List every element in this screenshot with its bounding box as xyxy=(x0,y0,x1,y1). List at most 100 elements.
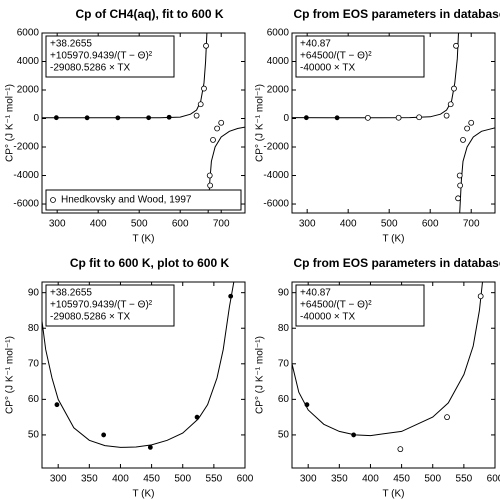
x-tick-label: 300 xyxy=(300,474,317,485)
y-tick-label: -4000 xyxy=(263,170,289,181)
x-tick-label: 400 xyxy=(90,219,107,230)
x-tick-label: 600 xyxy=(422,219,439,230)
y-tick-label: 0 xyxy=(283,113,289,124)
x-tick-label: 550 xyxy=(206,474,223,485)
plot-frame xyxy=(41,281,246,469)
panel: Cp from EOS parameters in database 300 350… xyxy=(255,256,500,499)
panel: Cp fit to 600 K, plot to 600 K 300 350 400 4… xyxy=(5,256,254,499)
plot-frame xyxy=(291,281,496,469)
y-tick-label: -2000 xyxy=(13,142,39,153)
annotation: +38.2655+105970.9439/(T − Θ)²-29080.5286… xyxy=(45,35,175,78)
y-tick-label: 4000 xyxy=(17,56,40,67)
data-point xyxy=(203,42,209,49)
x-axis-label: T (K) xyxy=(132,234,154,245)
y-axis-label: CP° (J K⁻¹ mol⁻¹) xyxy=(255,84,266,162)
annotation: +40.87+64500/(T − Θ)²-40000 × TX xyxy=(295,284,425,327)
y-tick-label: 2000 xyxy=(17,85,40,96)
data-point xyxy=(197,101,204,108)
x-tick-label: 500 xyxy=(424,474,441,485)
x-axis-label: T (K) xyxy=(382,489,404,500)
y-tick-label: -6000 xyxy=(263,199,289,210)
x-tick-label: 550 xyxy=(456,474,473,485)
x-tick-label: 500 xyxy=(174,474,191,485)
data-point xyxy=(193,112,200,119)
data-point xyxy=(416,114,423,121)
data-point xyxy=(303,115,309,121)
y-tick-label: 80 xyxy=(278,323,290,334)
annotation: +38.2655+105970.9439/(T − Θ)²-29080.5286… xyxy=(45,284,175,327)
annotation-text: +64500/(T − Θ)² xyxy=(300,300,372,311)
data-point xyxy=(201,85,207,92)
x-tick-label: 600 xyxy=(487,474,500,485)
data-point xyxy=(166,114,172,120)
x-tick-label: 350 xyxy=(81,474,98,485)
x-tick-label: 400 xyxy=(340,219,357,230)
data-point xyxy=(456,172,463,179)
data-point xyxy=(228,293,234,299)
y-tick-label: 90 xyxy=(278,287,290,298)
x-tick-label: 450 xyxy=(393,474,410,485)
y-axis-label: CP° (J K⁻¹ mol⁻¹) xyxy=(5,84,16,162)
y-axis-label: CP° (J K⁻¹ mol⁻¹) xyxy=(5,336,16,414)
panel: Cp from EOS parameters in database 300 400… xyxy=(255,7,500,244)
y-tick-label: 90 xyxy=(28,287,40,298)
annotation-text: +40.87 xyxy=(300,288,331,299)
x-tick-label: 400 xyxy=(362,474,379,485)
data-point xyxy=(194,414,200,420)
x-axis-label: T (K) xyxy=(382,234,404,245)
y-tick-label: 50 xyxy=(278,430,290,441)
y-tick-label: -6000 xyxy=(13,199,39,210)
x-tick-label: 600 xyxy=(172,219,189,230)
annotation-text: -40000 × TX xyxy=(300,312,355,323)
chart-title: Cp from EOS parameters in database xyxy=(293,256,500,270)
x-tick-label: 500 xyxy=(381,219,398,230)
y-tick-label: 4000 xyxy=(267,56,290,67)
x-axis-label: T (K) xyxy=(132,489,154,500)
data-point xyxy=(455,195,461,202)
annotation-text: +38.2655 xyxy=(50,39,92,50)
data-point xyxy=(54,402,60,408)
x-tick-label: 700 xyxy=(213,219,230,230)
annotation-text: -40000 × TX xyxy=(300,63,355,74)
data-point xyxy=(460,136,466,143)
annotation-text: +64500/(T − Θ)² xyxy=(300,51,372,62)
x-tick-label: 300 xyxy=(49,219,66,230)
annotation-box xyxy=(295,35,425,78)
data-point xyxy=(468,119,475,126)
data-point xyxy=(334,115,340,121)
annotation-text: +105970.9439/(T − Θ)² xyxy=(50,300,153,311)
data-point xyxy=(146,115,152,121)
plot-frame xyxy=(291,32,496,214)
data-point xyxy=(84,115,90,121)
legend-label: Hnedkovsky and Wood, 1997 xyxy=(61,195,192,206)
data-point xyxy=(443,112,450,119)
data-point xyxy=(115,115,121,121)
y-axis-label: CP° (J K⁻¹ mol⁻¹) xyxy=(255,336,266,414)
data-point xyxy=(218,119,225,126)
data-point xyxy=(351,432,357,438)
data-point xyxy=(395,114,402,121)
y-tick-label: 70 xyxy=(278,358,290,369)
legend-box xyxy=(45,189,242,211)
y-tick-label: 80 xyxy=(28,323,40,334)
data-point xyxy=(447,101,454,108)
y-tick-label: 50 xyxy=(28,430,40,441)
legend-marker xyxy=(50,197,56,203)
legend: Hnedkovsky and Wood, 1997 xyxy=(45,189,242,211)
y-tick-label: 2000 xyxy=(267,85,290,96)
chart-title: Cp of CH4(aq), fit to 600 K xyxy=(75,7,223,21)
annotation-text: +40.87 xyxy=(300,39,331,50)
model-curve xyxy=(42,282,235,448)
x-tick-label: 300 xyxy=(299,219,316,230)
data-point xyxy=(147,444,153,450)
data-point xyxy=(457,182,464,189)
x-tick-label: 700 xyxy=(463,219,480,230)
annotation-text: +38.2655 xyxy=(50,288,92,299)
chart-title: Cp fit to 600 K, plot to 600 K xyxy=(70,256,230,270)
chart-title: Cp from EOS parameters in database xyxy=(293,7,500,21)
annotation: +40.87+64500/(T − Θ)²-40000 × TX xyxy=(295,35,425,78)
data-point xyxy=(206,172,213,179)
plot-frame xyxy=(41,32,246,214)
data-point xyxy=(101,432,107,438)
